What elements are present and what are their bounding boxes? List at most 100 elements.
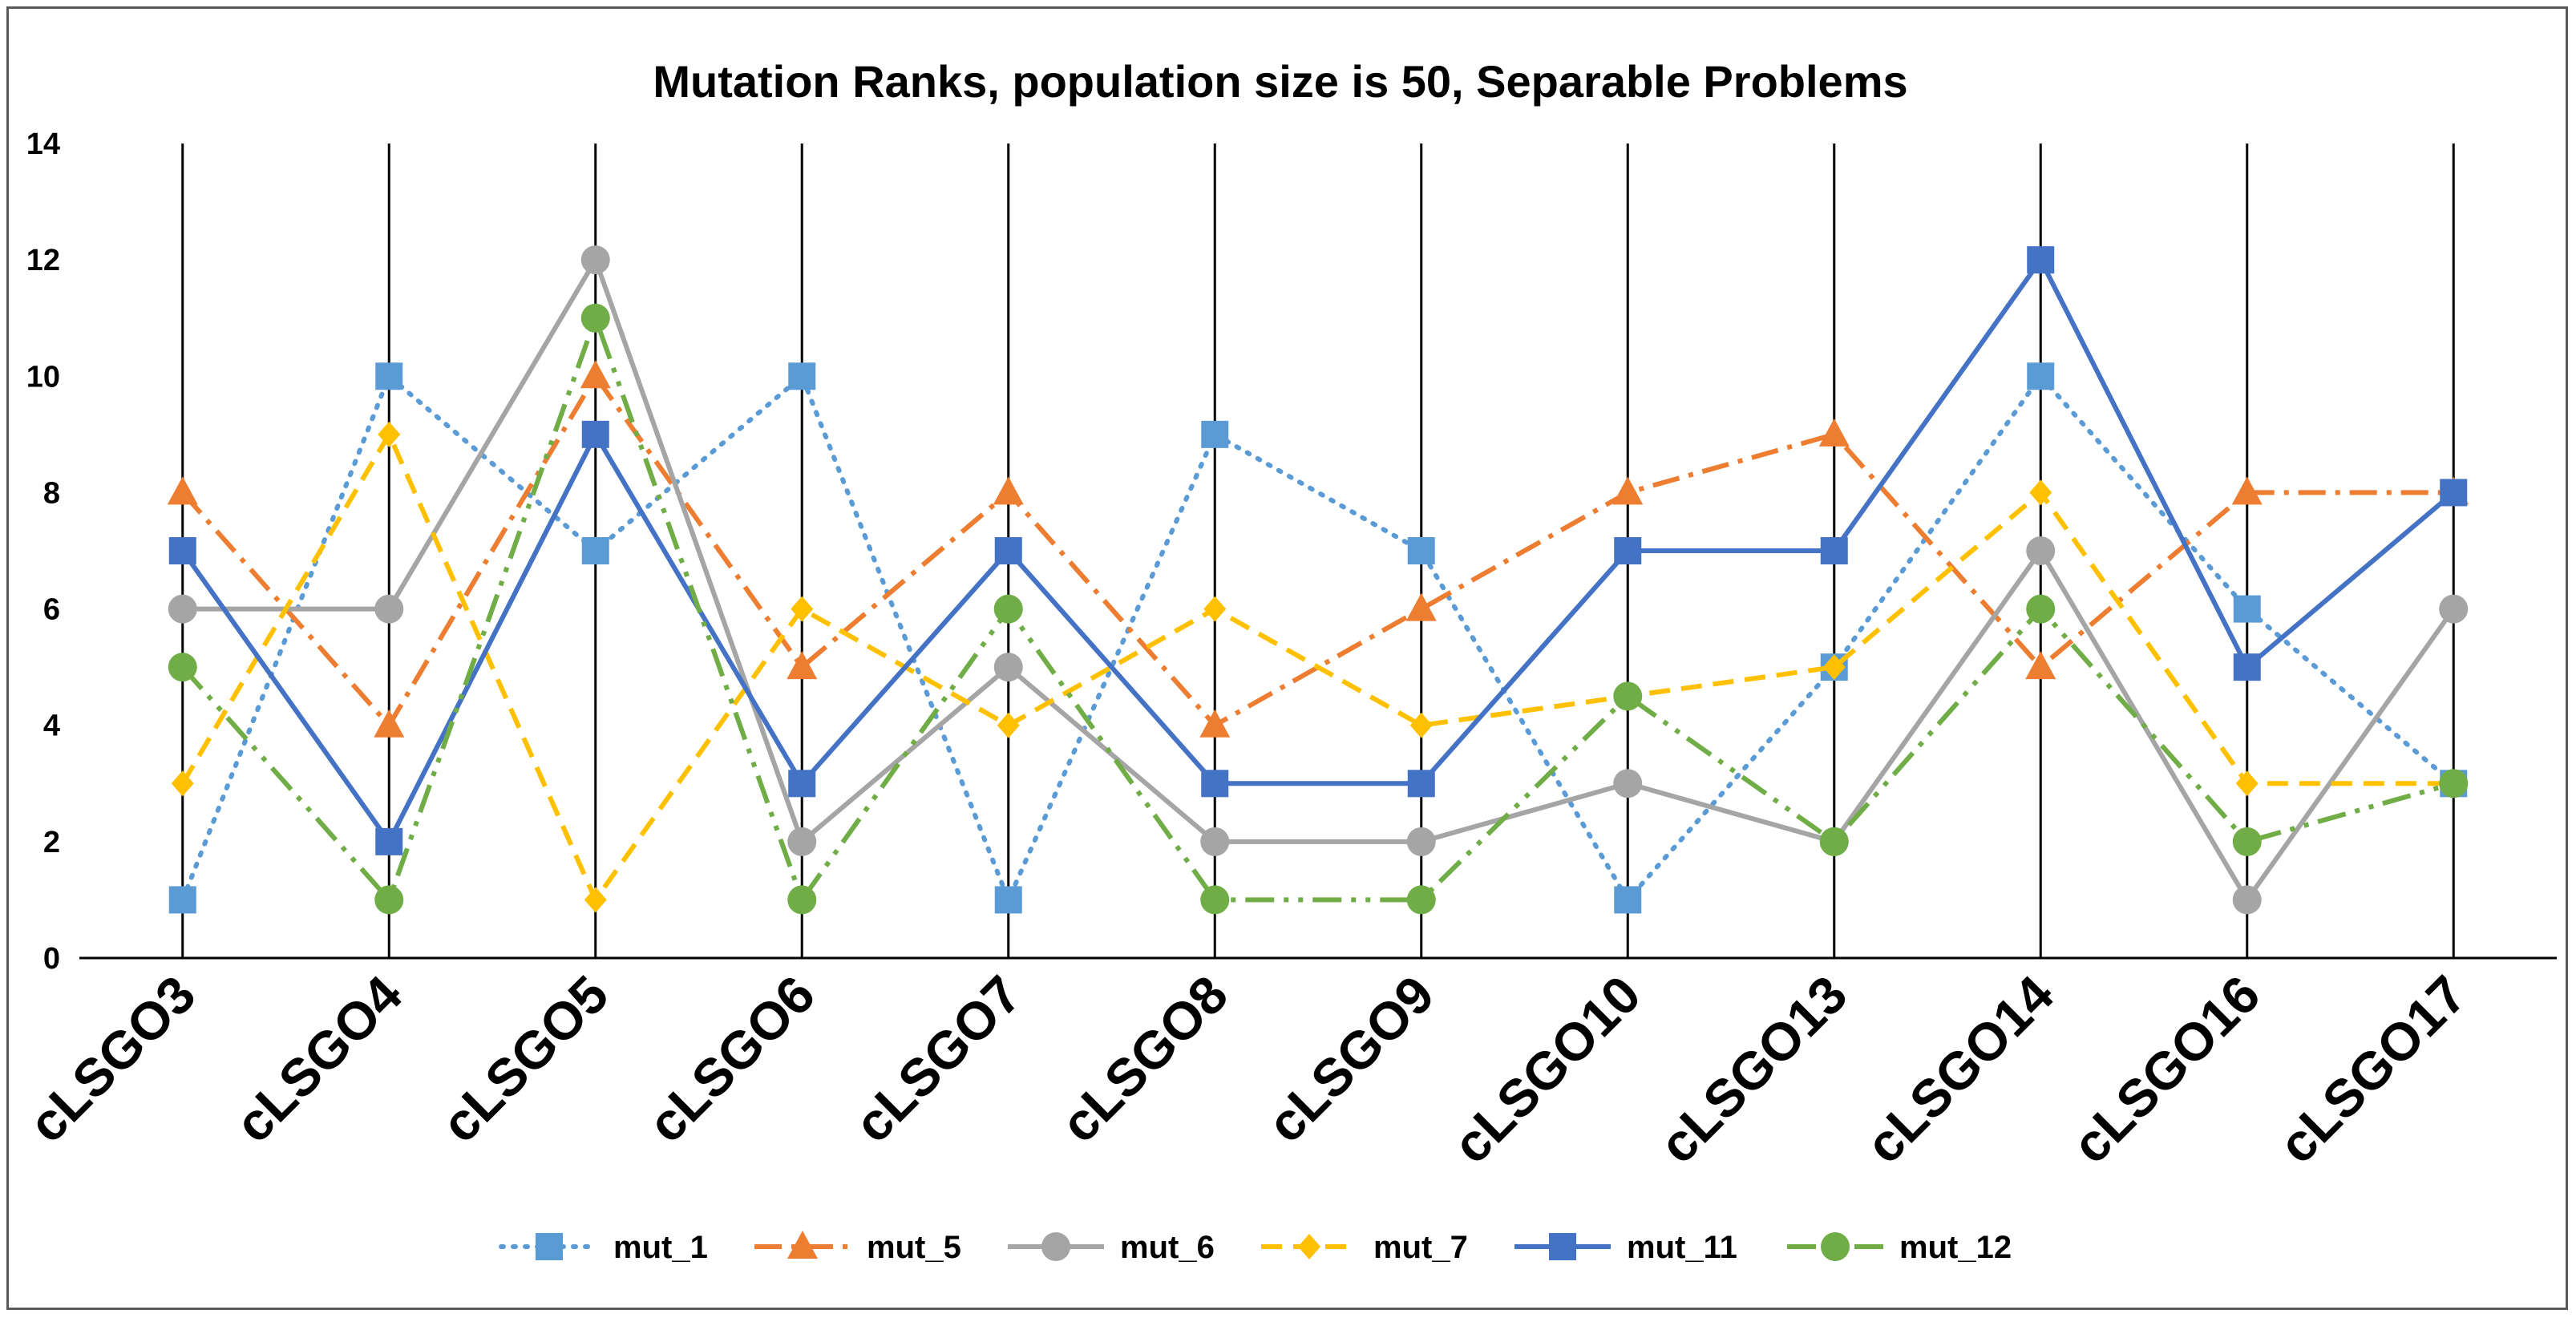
point-mut_11-cLSGO5	[581, 420, 609, 448]
line-chart: Mutation Ranks, population size is 50, S…	[17, 56, 2557, 1265]
legend: mut_1 mut_5 mut_6 mut_7 mut_11 mut_12	[499, 1230, 2012, 1265]
point-mut_11-cLSGO6	[788, 770, 816, 798]
point-mut_12-cLSGO7	[993, 594, 1023, 624]
legend-item-mut_7: mut_7	[1261, 1230, 1468, 1265]
point-mut_5-cLSGO7	[993, 476, 1024, 505]
point-mut_6-cLSGO10	[1613, 769, 1643, 798]
point-mut_11-cLSGO8	[1201, 770, 1229, 798]
point-mut_7-cLSGO7	[997, 712, 1020, 738]
point-mut_12-cLSGO3	[168, 653, 197, 682]
point-mut_5-cLSGO10	[1612, 476, 1644, 505]
x-tick-label-cLSGO9: cLSGO9	[1256, 964, 1445, 1154]
point-mut_12-cLSGO9	[1406, 885, 1436, 915]
point-mut_6-cLSGO16	[2232, 885, 2262, 915]
legend-marker-mut_5	[787, 1231, 818, 1259]
point-mut_5-cLSGO14	[2025, 651, 2056, 680]
series-mut_1	[168, 362, 2468, 914]
point-mut_12-cLSGO6	[787, 885, 817, 915]
point-mut_6-cLSGO5	[580, 245, 610, 275]
legend-item-mut_1: mut_1	[499, 1230, 708, 1265]
legend-label-mut_6: mut_6	[1120, 1230, 1215, 1265]
legend-item-mut_12: mut_12	[1787, 1230, 2012, 1265]
point-mut_6-cLSGO14	[2026, 536, 2056, 565]
point-mut_12-cLSGO17	[2439, 769, 2469, 798]
y-tick-label: 14	[26, 127, 60, 161]
series-mut_6	[168, 245, 2469, 915]
point-mut_6-cLSGO8	[1200, 827, 1230, 856]
legend-label-mut_11: mut_11	[1627, 1230, 1737, 1265]
series-line-mut_1	[180, 374, 2457, 903]
x-tick-label-cLSGO13: cLSGO13	[1648, 964, 1858, 1174]
point-mut_6-cLSGO9	[1406, 827, 1436, 856]
point-mut_5-cLSGO13	[1818, 418, 1850, 447]
x-tick-label-cLSGO17: cLSGO17	[2267, 964, 2477, 1174]
chart-title: Mutation Ranks, population size is 50, S…	[653, 56, 1907, 107]
legend-marker-mut_1	[536, 1233, 563, 1260]
point-mut_7-cLSGO5	[584, 887, 607, 913]
y-tick-label: 2	[43, 826, 60, 859]
point-mut_7-cLSGO16	[2235, 770, 2259, 797]
legend-label-mut_5: mut_5	[867, 1230, 961, 1265]
x-tick-label-cLSGO3: cLSGO3	[17, 964, 206, 1154]
point-mut_1-cLSGO8	[1201, 420, 1229, 448]
series-line-mut_11	[180, 257, 2456, 844]
legend-item-mut_6: mut_6	[1008, 1230, 1215, 1265]
series-mut_11	[168, 246, 2468, 855]
y-tick-label: 10	[26, 360, 60, 394]
chart-frame: Mutation Ranks, population size is 50, S…	[6, 6, 2568, 1310]
series-layer	[167, 245, 2469, 915]
point-mut_11-cLSGO16	[2233, 653, 2261, 681]
point-mut_6-cLSGO7	[993, 653, 1023, 682]
point-mut_12-cLSGO14	[2026, 594, 2056, 624]
point-mut_7-cLSGO14	[2029, 479, 2052, 506]
point-mut_7-cLSGO6	[791, 596, 814, 622]
x-tick-label-cLSGO8: cLSGO8	[1049, 964, 1239, 1154]
y-tick-label: 0	[43, 942, 60, 976]
point-mut_5-cLSGO9	[1405, 592, 1437, 621]
point-mut_6-cLSGO4	[374, 594, 404, 624]
x-tick-label-cLSGO6: cLSGO6	[637, 964, 826, 1154]
point-mut_1-cLSGO6	[788, 362, 816, 390]
point-mut_12-cLSGO8	[1200, 885, 1230, 915]
point-mut_7-cLSGO9	[1409, 712, 1433, 738]
legend-item-mut_11: mut_11	[1514, 1230, 1737, 1265]
point-mut_12-cLSGO16	[2232, 827, 2262, 856]
series-mut_12	[168, 303, 2469, 915]
point-mut_12-cLSGO5	[580, 303, 610, 333]
point-mut_5-cLSGO4	[374, 709, 405, 738]
point-mut_11-cLSGO14	[2027, 246, 2055, 274]
legend-label-mut_7: mut_7	[1373, 1230, 1468, 1265]
point-mut_1-cLSGO5	[581, 537, 609, 564]
point-mut_1-cLSGO4	[375, 362, 403, 390]
grid-layer	[181, 144, 2455, 958]
point-mut_1-cLSGO9	[1407, 537, 1435, 564]
point-mut_6-cLSGO6	[787, 827, 817, 856]
point-mut_6-cLSGO3	[168, 594, 197, 624]
legend-item-mut_5: mut_5	[754, 1230, 961, 1265]
point-mut_1-cLSGO7	[994, 886, 1022, 914]
point-mut_5-cLSGO8	[1199, 709, 1231, 738]
point-mut_1-cLSGO3	[168, 886, 196, 914]
y-tick-label: 6	[43, 593, 60, 627]
x-tick-label-cLSGO14: cLSGO14	[1854, 964, 2065, 1174]
point-mut_7-cLSGO8	[1203, 596, 1227, 622]
legend-marker-mut_7	[1298, 1234, 1320, 1259]
point-mut_11-cLSGO10	[1614, 537, 1642, 564]
point-mut_5-cLSGO5	[580, 360, 611, 389]
point-mut_11-cLSGO3	[168, 537, 196, 564]
x-tick-label-cLSGO5: cLSGO5	[430, 964, 619, 1154]
y-tick-label: 4	[43, 710, 60, 743]
point-mut_11-cLSGO13	[1820, 537, 1848, 564]
point-mut_1-cLSGO16	[2233, 595, 2261, 623]
x-tick-label-cLSGO4: cLSGO4	[224, 964, 414, 1154]
point-mut_1-cLSGO10	[1614, 886, 1642, 914]
series-line-mut_6	[182, 257, 2456, 903]
legend-label-mut_1: mut_1	[613, 1230, 708, 1265]
series-line-mut_7	[180, 431, 2454, 903]
point-mut_12-cLSGO4	[374, 885, 404, 915]
point-mut_7-cLSGO13	[1822, 654, 1846, 681]
point-mut_11-cLSGO7	[994, 537, 1022, 564]
point-mut_5-cLSGO3	[167, 476, 198, 505]
x-tick-label-cLSGO16: cLSGO16	[2060, 964, 2271, 1174]
y-tick-label: 12	[26, 244, 60, 277]
